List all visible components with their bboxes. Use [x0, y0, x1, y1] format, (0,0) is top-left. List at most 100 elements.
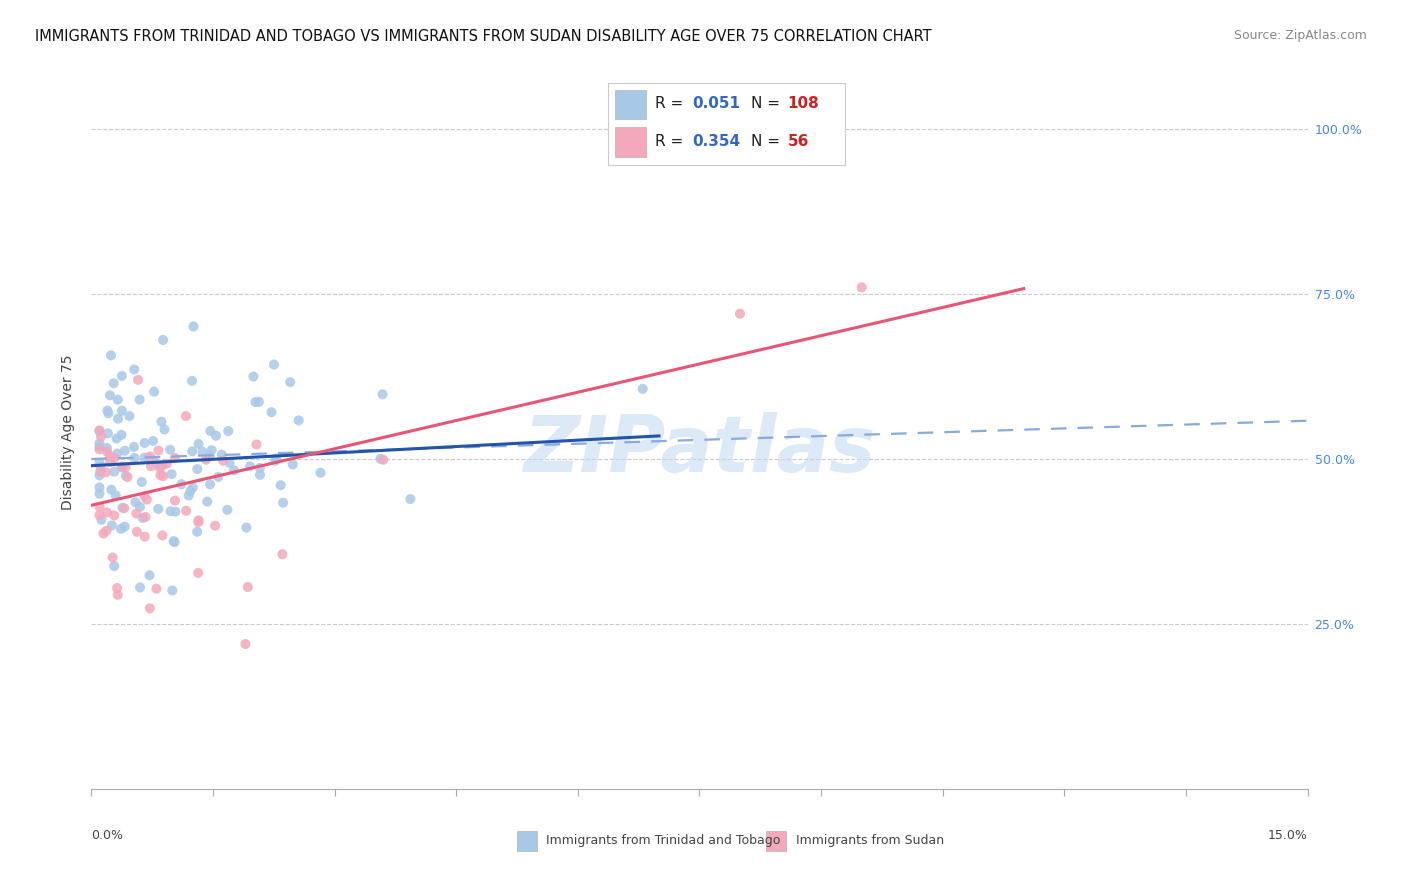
Point	[271, 547, 294, 561]
Text: 15.0%: 15.0%	[1268, 829, 1308, 842]
Point	[89, 423, 111, 437]
Point	[96, 444, 118, 458]
Point	[104, 489, 127, 503]
Text: Immigrants from Sudan: Immigrants from Sudan	[796, 834, 943, 847]
Point	[183, 319, 205, 334]
Point	[263, 358, 285, 372]
Point	[211, 448, 233, 462]
Point	[97, 426, 120, 441]
Point	[125, 507, 148, 521]
Point	[207, 470, 229, 484]
Point	[235, 637, 257, 651]
Point	[134, 450, 156, 465]
FancyBboxPatch shape	[766, 830, 786, 851]
Point	[89, 464, 111, 478]
Point	[103, 376, 125, 391]
Point	[309, 466, 332, 480]
Point	[139, 601, 162, 615]
Point	[107, 588, 129, 602]
Point	[135, 510, 157, 524]
Point	[270, 478, 292, 492]
Point	[198, 477, 221, 491]
Point	[89, 508, 111, 523]
Point	[245, 437, 267, 451]
Point	[89, 436, 111, 450]
Point	[264, 451, 287, 466]
Point	[163, 535, 186, 549]
Point	[371, 387, 394, 401]
Point	[96, 403, 118, 417]
Point	[98, 455, 121, 469]
Point	[281, 458, 304, 472]
Point	[160, 467, 183, 482]
Point	[152, 458, 174, 472]
Point	[148, 443, 170, 458]
Point	[187, 515, 209, 529]
Point	[264, 453, 287, 467]
Text: 0.0%: 0.0%	[91, 829, 124, 842]
Point	[181, 480, 204, 494]
Point	[187, 513, 209, 527]
Point	[148, 502, 170, 516]
Point	[127, 373, 149, 387]
Point	[134, 530, 156, 544]
Point	[134, 489, 156, 503]
Point	[191, 444, 214, 458]
Point	[100, 348, 122, 362]
Point	[156, 457, 179, 471]
Point	[118, 409, 141, 423]
Point	[89, 480, 111, 494]
Point	[139, 450, 162, 464]
Point	[103, 559, 125, 574]
Point	[114, 519, 136, 533]
Point	[103, 508, 125, 523]
Point	[114, 468, 136, 483]
Point	[100, 483, 122, 497]
FancyBboxPatch shape	[517, 830, 537, 851]
Point	[98, 449, 121, 463]
Point	[138, 451, 160, 466]
Point	[249, 467, 271, 482]
Text: Immigrants from Trinidad and Tobago: Immigrants from Trinidad and Tobago	[547, 834, 780, 847]
Point	[142, 453, 165, 467]
Point	[245, 395, 267, 409]
Point	[163, 534, 186, 549]
Point	[851, 280, 873, 294]
Point	[152, 528, 174, 542]
Point	[162, 583, 184, 598]
Point	[138, 568, 160, 582]
Point	[205, 428, 228, 442]
Point	[177, 488, 200, 502]
Point	[204, 518, 226, 533]
Point	[373, 452, 395, 467]
Point	[90, 513, 112, 527]
Point	[105, 446, 128, 460]
Point	[114, 443, 136, 458]
Text: Source: ZipAtlas.com: Source: ZipAtlas.com	[1233, 29, 1367, 42]
Point	[159, 504, 181, 518]
Point	[631, 382, 654, 396]
Point	[129, 581, 152, 595]
Point	[200, 424, 222, 438]
Point	[152, 333, 174, 347]
Point	[110, 427, 132, 442]
Point	[163, 450, 186, 465]
Point	[287, 413, 309, 427]
Point	[103, 465, 125, 479]
Point	[107, 392, 129, 407]
Point	[163, 493, 186, 508]
Point	[132, 511, 155, 525]
Point	[111, 500, 134, 515]
Point	[236, 580, 259, 594]
Point	[89, 456, 111, 470]
Point	[94, 465, 117, 479]
Point	[89, 440, 111, 454]
Point	[222, 463, 245, 477]
Point	[152, 469, 174, 483]
Point	[198, 449, 221, 463]
Point	[142, 434, 165, 448]
Point	[124, 450, 146, 465]
Point	[98, 388, 121, 402]
Point	[135, 492, 157, 507]
Point	[89, 442, 111, 457]
